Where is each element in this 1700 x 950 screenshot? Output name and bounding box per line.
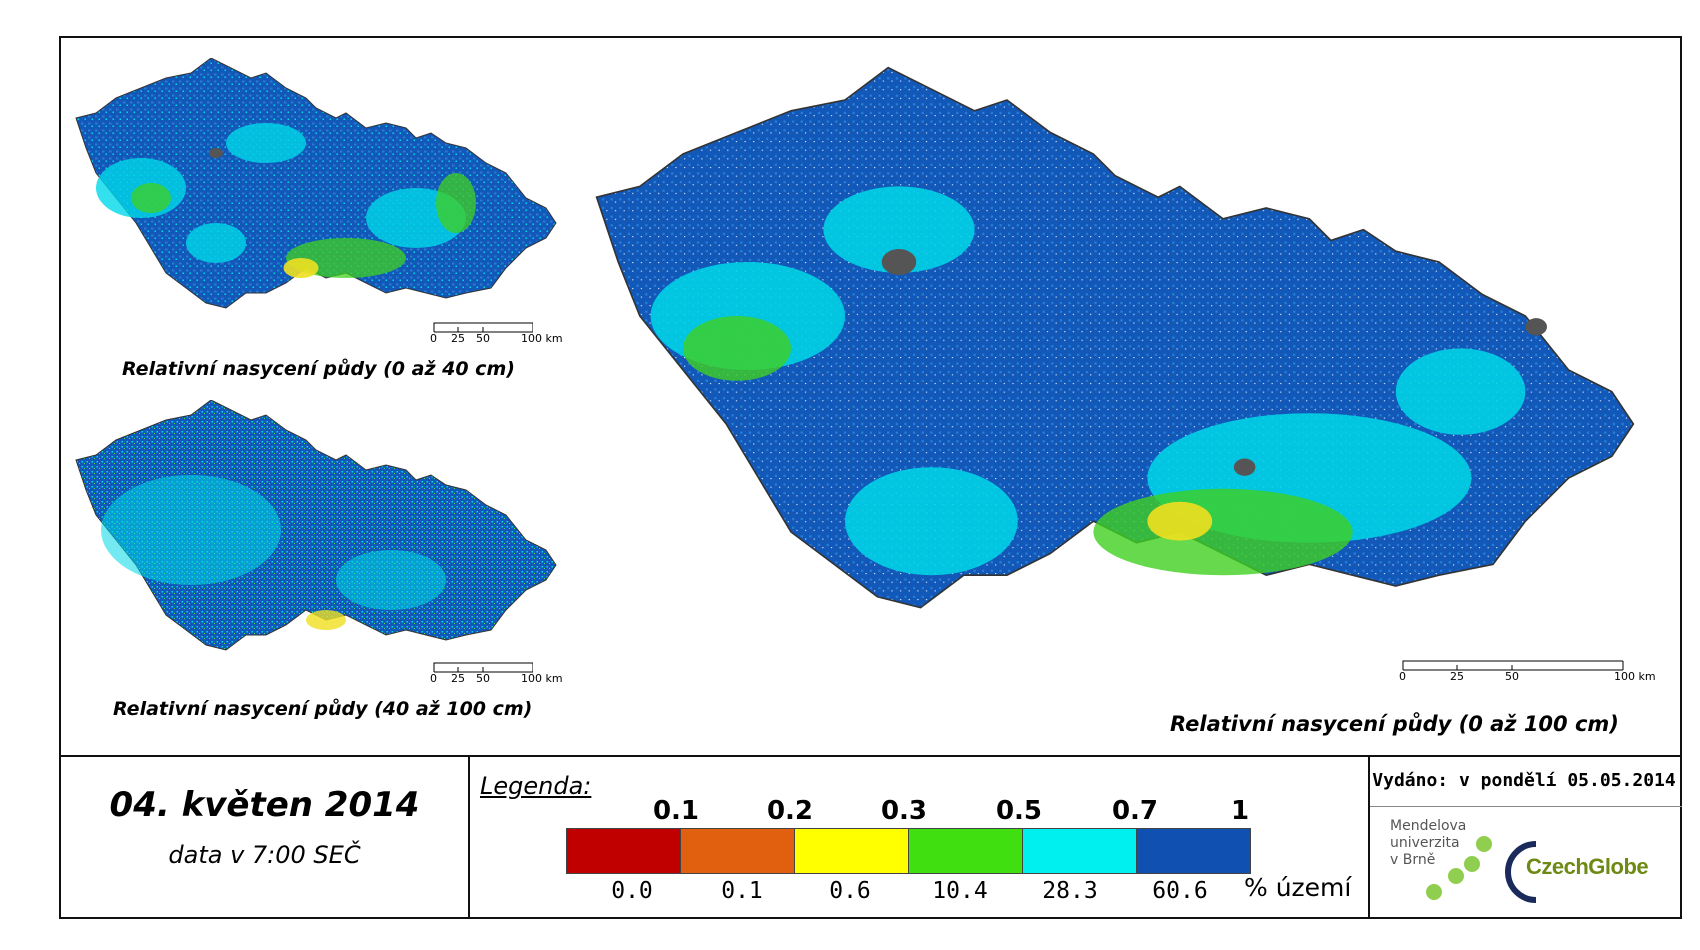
map-bottom-left bbox=[66, 400, 566, 680]
legend-threshold: 0.1 bbox=[652, 796, 700, 826]
issued-divider bbox=[1368, 757, 1370, 917]
czech-map-0-40 bbox=[75, 58, 557, 309]
czech-map-40-100 bbox=[75, 400, 557, 651]
scalebar-main: 0 25 50 100 km bbox=[1399, 660, 1656, 683]
issued-separator bbox=[1370, 806, 1682, 807]
map-top-left bbox=[66, 58, 566, 338]
map-caption-40-100: Relativní nasycení půdy (40 až 100 cm) bbox=[113, 698, 533, 720]
legend-swatch bbox=[794, 828, 909, 874]
legend-percentage: 28.3 bbox=[1042, 878, 1098, 904]
legend-percentage: 0.6 bbox=[829, 878, 871, 904]
date-divider bbox=[468, 757, 470, 917]
map-frame bbox=[59, 36, 1682, 919]
mendel-university-logo: Mendelova univerzita v Brně bbox=[1390, 818, 1467, 868]
date-panel: 04. květen 2014 data v 7:00 SEČ bbox=[61, 757, 468, 917]
czechglobe-logo: CzechGlobe bbox=[1526, 854, 1649, 879]
legend-percentage: 0.0 bbox=[611, 878, 653, 904]
legend-swatch bbox=[566, 828, 681, 874]
issued-date: Vydáno: v pondělí 05.05.2014 bbox=[1372, 770, 1676, 791]
date-time: data v 7:00 SEČ bbox=[168, 841, 361, 869]
legend-unit: % území bbox=[1244, 873, 1352, 902]
legend-threshold: 1 bbox=[1230, 796, 1250, 826]
map-caption-0-40: Relativní nasycení půdy (0 až 40 cm) bbox=[122, 358, 515, 380]
map-main bbox=[575, 60, 1655, 680]
scalebar-top-left: 0 25 50 100 km bbox=[430, 322, 563, 345]
legend-swatch bbox=[1136, 828, 1251, 874]
legend-swatch bbox=[1022, 828, 1137, 874]
legend-threshold: 0.2 bbox=[766, 796, 814, 826]
legend-percentage: 0.1 bbox=[721, 878, 763, 904]
legend-threshold: 0.3 bbox=[880, 796, 928, 826]
map-caption-0-100: Relativní nasycení půdy (0 až 100 cm) bbox=[1170, 712, 1619, 736]
panel-divider bbox=[59, 755, 1682, 757]
legend-swatch bbox=[680, 828, 795, 874]
czech-map-0-100 bbox=[595, 66, 1635, 609]
mendel-dots-icon bbox=[1426, 836, 1492, 900]
scalebar-bottom-left: 0 25 50 100 km bbox=[430, 662, 563, 685]
legend-percentage: 60.6 bbox=[1152, 878, 1208, 904]
date-title: 04. květen 2014 bbox=[109, 785, 420, 825]
legend-threshold: 0.5 bbox=[995, 796, 1043, 826]
legend-swatch bbox=[908, 828, 1023, 874]
legend-title: Legenda: bbox=[480, 772, 592, 800]
legend-percentage: 10.4 bbox=[932, 878, 988, 904]
czechglobe-arc-icon bbox=[1505, 841, 1537, 903]
legend-threshold: 0.7 bbox=[1111, 796, 1159, 826]
